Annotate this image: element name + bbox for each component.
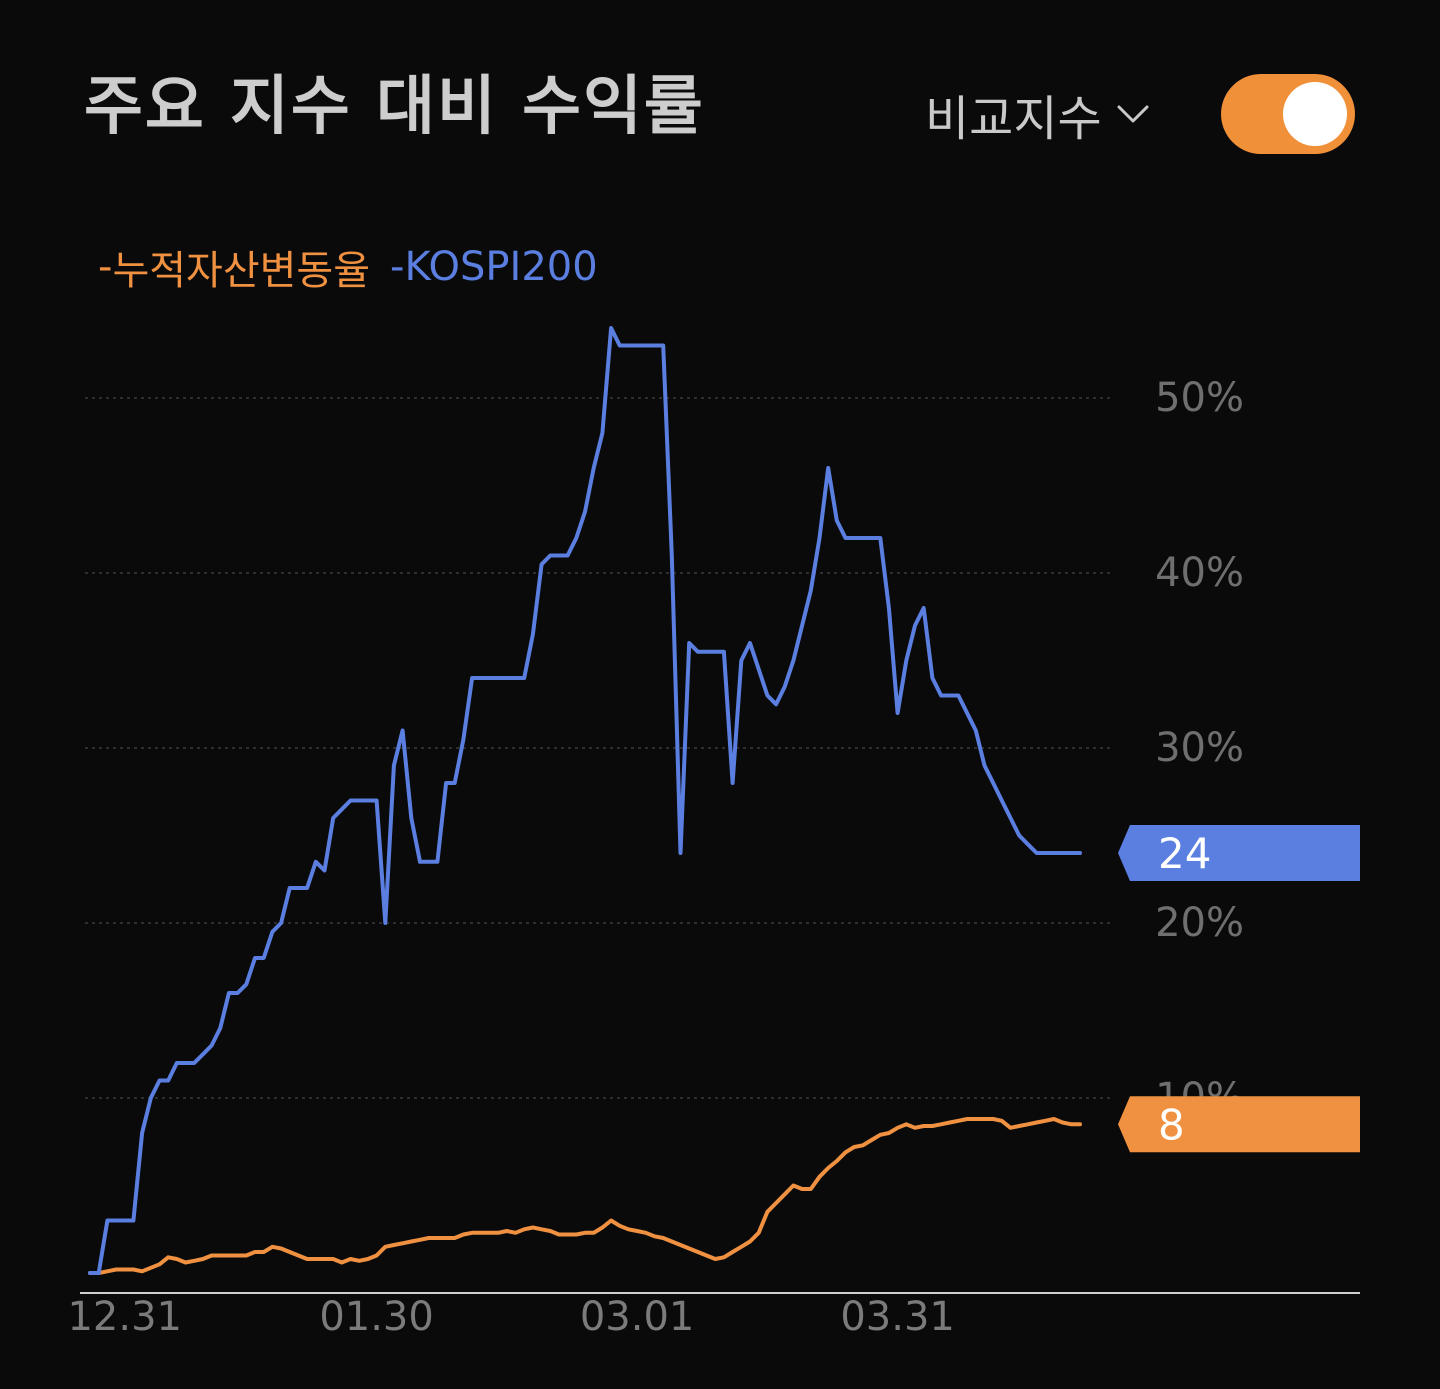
x-tick-label: 03.31 — [840, 1294, 955, 1340]
legend-item-index: - KOSPI200 — [390, 244, 598, 290]
y-tick-label: 30% — [1155, 725, 1244, 771]
legend-label-index: KOSPI200 — [404, 244, 598, 290]
y-tick-label: 40% — [1155, 550, 1244, 596]
end-labels: 8 24 — [1118, 825, 1360, 1153]
legend-item-portfolio: - 누적자산변동율 — [98, 238, 370, 296]
series-line-portfolio — [88, 1117, 1082, 1275]
compare-index-dropdown[interactable]: 비교지수 — [925, 84, 1150, 147]
chart-legend: - 누적자산변동율 - KOSPI200 — [98, 238, 598, 296]
y-tick-label: 50% — [1155, 375, 1244, 421]
x-axis-labels: 12.31 01.30 03.01 03.31 — [67, 1294, 954, 1340]
toggle-knob — [1283, 82, 1347, 146]
end-label-badge-kospi200 — [1118, 825, 1360, 881]
chevron-down-icon — [1117, 105, 1149, 123]
y-tick-label: 20% — [1155, 900, 1244, 946]
page-title: 주요 지수 대비 수익률 — [84, 70, 705, 144]
y-axis-labels: 10%20%30%40%50% — [1155, 375, 1244, 1121]
grid-layer — [85, 397, 1112, 1099]
x-tick-label: 12.31 — [67, 1294, 182, 1340]
x-tick-label: 01.30 — [319, 1294, 434, 1340]
series-line-kospi200 — [88, 326, 1082, 1275]
end-label-badge-portfolio — [1118, 1096, 1360, 1153]
end-label-value-kospi200: 24 — [1158, 829, 1211, 878]
x-tick-label: 03.01 — [580, 1294, 695, 1340]
compare-toggle[interactable] — [1221, 74, 1355, 154]
end-label-value-portfolio: 8 — [1158, 1100, 1185, 1149]
compare-index-label: 비교지수 — [925, 91, 1102, 147]
legend-label-portfolio: 누적자산변동율 — [112, 248, 371, 294]
series-layer — [88, 326, 1082, 1275]
